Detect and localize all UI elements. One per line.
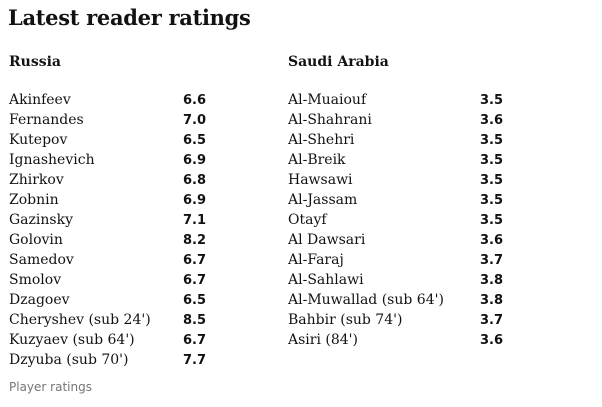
player-row: Al-Breik 3.5 <box>288 150 503 170</box>
player-rating: 3.5 <box>479 192 503 208</box>
russia-ratings-list: Akinfeev 6.6 Fernandes 7.0 Kutepov 6.5 Ignashe… <box>9 90 206 370</box>
player-row: Al-Faraj 3.7 <box>288 250 503 270</box>
player-name: Al-Muaiouf <box>288 92 367 108</box>
page-title: Latest reader ratings <box>8 5 251 30</box>
player-row: Al-Shehri 3.5 <box>288 130 503 150</box>
player-name: Dzyuba (sub 70') <box>9 352 129 368</box>
player-row: Samedov 6.7 <box>9 250 206 270</box>
player-name: Al-Muwallad (sub 64') <box>288 292 444 308</box>
player-rating: 3.5 <box>479 212 503 228</box>
player-rating: 6.9 <box>182 192 206 208</box>
player-name: Al-Sahlawi <box>288 272 364 288</box>
player-name: Cheryshev (sub 24') <box>9 312 151 328</box>
player-row: Cheryshev (sub 24') 8.5 <box>9 310 206 330</box>
player-name: Asiri (84') <box>288 332 358 348</box>
player-name: Kuzyaev (sub 64') <box>9 332 135 348</box>
player-rating: 6.7 <box>182 272 206 288</box>
player-rating: 3.6 <box>479 332 503 348</box>
player-rating: 3.8 <box>479 292 503 308</box>
player-row: Al Dawsari 3.6 <box>288 230 503 250</box>
player-rating: 7.0 <box>182 112 206 128</box>
player-rating: 3.8 <box>479 272 503 288</box>
player-row: Zobnin 6.9 <box>9 190 206 210</box>
player-name: Al-Shehri <box>288 132 355 148</box>
player-row: Golovin 8.2 <box>9 230 206 250</box>
player-row: Bahbir (sub 74') 3.7 <box>288 310 503 330</box>
player-name: Zhirkov <box>9 172 64 188</box>
player-rating: 3.5 <box>479 132 503 148</box>
player-rating: 6.6 <box>182 92 206 108</box>
player-row: Asiri (84') 3.6 <box>288 330 503 350</box>
player-rating: 6.8 <box>182 172 206 188</box>
player-rating: 6.5 <box>182 292 206 308</box>
player-rating: 6.7 <box>182 332 206 348</box>
player-row: Dzagoev 6.5 <box>9 290 206 310</box>
player-rating: 3.5 <box>479 152 503 168</box>
player-rating: 8.2 <box>182 232 206 248</box>
player-name: Al Dawsari <box>288 232 366 248</box>
player-name: Al-Jassam <box>288 192 358 208</box>
team-heading-saudi-arabia: Saudi Arabia <box>288 54 389 70</box>
player-row: Hawsawi 3.5 <box>288 170 503 190</box>
player-rating: 3.7 <box>479 252 503 268</box>
player-rating: 7.7 <box>182 352 206 368</box>
player-name: Kutepov <box>9 132 68 148</box>
player-rating: 3.5 <box>479 92 503 108</box>
player-name: Al-Faraj <box>288 252 344 268</box>
player-name: Samedov <box>9 252 74 268</box>
player-rating: 3.6 <box>479 112 503 128</box>
saudi-arabia-ratings-list: Al-Muaiouf 3.5 Al-Shahrani 3.6 Al-Shehri 3.5 A… <box>288 90 503 350</box>
player-name: Al-Shahrani <box>288 112 372 128</box>
player-rating: 6.5 <box>182 132 206 148</box>
player-name: Dzagoev <box>9 292 70 308</box>
player-name: Fernandes <box>9 112 84 128</box>
player-row: Gazinsky 7.1 <box>9 210 206 230</box>
player-name: Hawsawi <box>288 172 353 188</box>
player-name: Zobnin <box>9 192 59 208</box>
team-heading-russia: Russia <box>9 54 61 70</box>
player-row: Al-Jassam 3.5 <box>288 190 503 210</box>
player-rating: 3.6 <box>479 232 503 248</box>
player-row: Al-Sahlawi 3.8 <box>288 270 503 290</box>
player-rating: 7.1 <box>182 212 206 228</box>
player-row: Smolov 6.7 <box>9 270 206 290</box>
player-name: Otayf <box>288 212 327 228</box>
player-row: Kuzyaev (sub 64') 6.7 <box>9 330 206 350</box>
player-name: Ignashevich <box>9 152 95 168</box>
player-name: Al-Breik <box>288 152 346 168</box>
caption: Player ratings <box>9 380 92 394</box>
player-row: Fernandes 7.0 <box>9 110 206 130</box>
player-row: Zhirkov 6.8 <box>9 170 206 190</box>
player-name: Smolov <box>9 272 62 288</box>
player-row: Dzyuba (sub 70') 7.7 <box>9 350 206 370</box>
player-name: Bahbir (sub 74') <box>288 312 403 328</box>
player-name: Gazinsky <box>9 212 73 228</box>
player-row: Al-Muaiouf 3.5 <box>288 90 503 110</box>
player-row: Al-Shahrani 3.6 <box>288 110 503 130</box>
player-rating: 8.5 <box>182 312 206 328</box>
player-row: Kutepov 6.5 <box>9 130 206 150</box>
player-rating: 6.7 <box>182 252 206 268</box>
player-row: Akinfeev 6.6 <box>9 90 206 110</box>
player-row: Al-Muwallad (sub 64') 3.8 <box>288 290 503 310</box>
player-rating: 3.5 <box>479 172 503 188</box>
player-name: Akinfeev <box>9 92 71 108</box>
player-row: Otayf 3.5 <box>288 210 503 230</box>
player-rating: 3.7 <box>479 312 503 328</box>
player-rating: 6.9 <box>182 152 206 168</box>
player-row: Ignashevich 6.9 <box>9 150 206 170</box>
player-name: Golovin <box>9 232 63 248</box>
